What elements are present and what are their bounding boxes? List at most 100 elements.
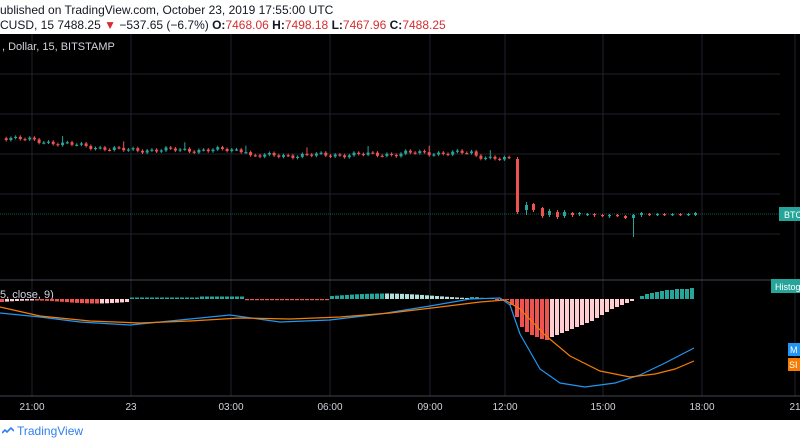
candle-body (282, 155, 285, 157)
histogram-bar (190, 297, 194, 299)
histogram-bar (625, 299, 629, 303)
candle-body (624, 216, 627, 218)
candle-body (42, 142, 46, 144)
histogram-bar (290, 299, 294, 301)
candle-body (319, 152, 323, 154)
candle-body (333, 154, 337, 157)
candle-body (267, 152, 271, 155)
histogram-bar (370, 293, 374, 299)
candle-body (455, 150, 459, 152)
candle-body (376, 152, 379, 156)
candle-body (632, 215, 635, 218)
candle-body (263, 154, 267, 157)
histogram-bar (180, 297, 184, 299)
histogram-tag-bg (771, 279, 800, 293)
histogram-bar (235, 296, 239, 299)
candle-body (601, 215, 604, 217)
price-axis-tag: BTC (779, 207, 800, 221)
symbol-label: CUSD, 15 (0, 18, 55, 32)
candle-body (192, 151, 196, 153)
histogram-bar (260, 299, 264, 301)
histogram-bar (585, 299, 589, 323)
signal-axis-tag: SI (788, 358, 800, 371)
candle-body (291, 155, 295, 158)
macd-axis-tag: M (788, 343, 800, 356)
candle-body (474, 151, 478, 156)
candle-body (169, 147, 173, 149)
histogram-bar (195, 297, 199, 299)
histogram-bar (460, 297, 464, 299)
candle-body (225, 148, 229, 151)
candle-body (202, 149, 206, 151)
candle-body (65, 142, 69, 144)
histogram-bar (70, 299, 74, 303)
series-title: , Dollar, 15, BITSTAMP (2, 41, 115, 53)
histogram-bar (450, 297, 454, 299)
histogram-bar (655, 292, 659, 299)
candle-body (663, 214, 666, 216)
histogram-bar (225, 296, 229, 299)
histogram-bar (300, 299, 304, 301)
histogram-bar (65, 299, 69, 303)
candle-body (117, 147, 121, 149)
histogram-bar (220, 296, 224, 299)
histogram-bar (345, 294, 349, 299)
candle-body (131, 148, 135, 150)
candle-body (548, 211, 551, 215)
candle-body (648, 214, 651, 216)
histogram-bar (455, 297, 459, 299)
histogram-bar (230, 296, 234, 299)
histogram-bar (175, 297, 179, 299)
candle-body (89, 145, 93, 149)
candle-body (640, 213, 643, 215)
candle-body (380, 155, 384, 157)
histogram-bar (85, 299, 89, 304)
time-axis[interactable]: 21:00 23 03:00 06:00 09:00 12:00 15:00 18:00 21 (19, 402, 800, 413)
candle-body (516, 159, 519, 212)
candle-body (324, 152, 328, 156)
candle-body (394, 154, 398, 157)
histogram-bar (200, 296, 204, 299)
time-tick-label: 06:00 (317, 402, 342, 413)
candle-body (258, 155, 262, 157)
histogram-bar (310, 299, 314, 301)
macd-line (0, 297, 695, 388)
histogram-bar (430, 295, 434, 299)
candle-body (18, 136, 22, 140)
chart-canvas[interactable]: , Dollar, 15, BITSTAMP BTC 5, close, 9) … (0, 34, 800, 420)
histogram-bar (265, 299, 269, 301)
candle-body (249, 152, 253, 156)
histogram-bar (355, 294, 359, 299)
time-tick-label: 18:00 (689, 402, 714, 413)
candle-body (9, 137, 13, 141)
tradingview-logo[interactable]: TradingView (2, 424, 83, 438)
chart-area[interactable]: , Dollar, 15, BITSTAMP BTC 5, close, 9) … (0, 34, 800, 420)
histogram-bar (545, 299, 549, 340)
candle-body (75, 144, 79, 146)
candle-body (141, 150, 144, 153)
candle-body (37, 139, 41, 143)
histogram-bar (440, 296, 444, 299)
histogram-bar (125, 299, 129, 303)
candle-body (563, 212, 566, 216)
histogram-bar (530, 299, 534, 335)
candle-body (671, 214, 674, 216)
candle-body (338, 154, 342, 156)
histogram-bar (325, 299, 329, 301)
histogram-bar (120, 299, 124, 303)
histogram-bar (340, 295, 344, 299)
candle-body (79, 143, 83, 145)
histogram-bar (305, 299, 309, 301)
candle-body (84, 143, 88, 146)
candle-body (94, 147, 97, 150)
histogram-bar (105, 299, 109, 304)
histogram-bar (405, 294, 409, 299)
candle-body (427, 152, 431, 156)
candle-body (51, 141, 55, 145)
candle-body (525, 205, 528, 210)
candle-body (343, 155, 347, 158)
candle-body (347, 155, 351, 158)
candle-body (296, 156, 300, 159)
candle-body (608, 215, 611, 217)
histogram-bar (110, 299, 114, 304)
